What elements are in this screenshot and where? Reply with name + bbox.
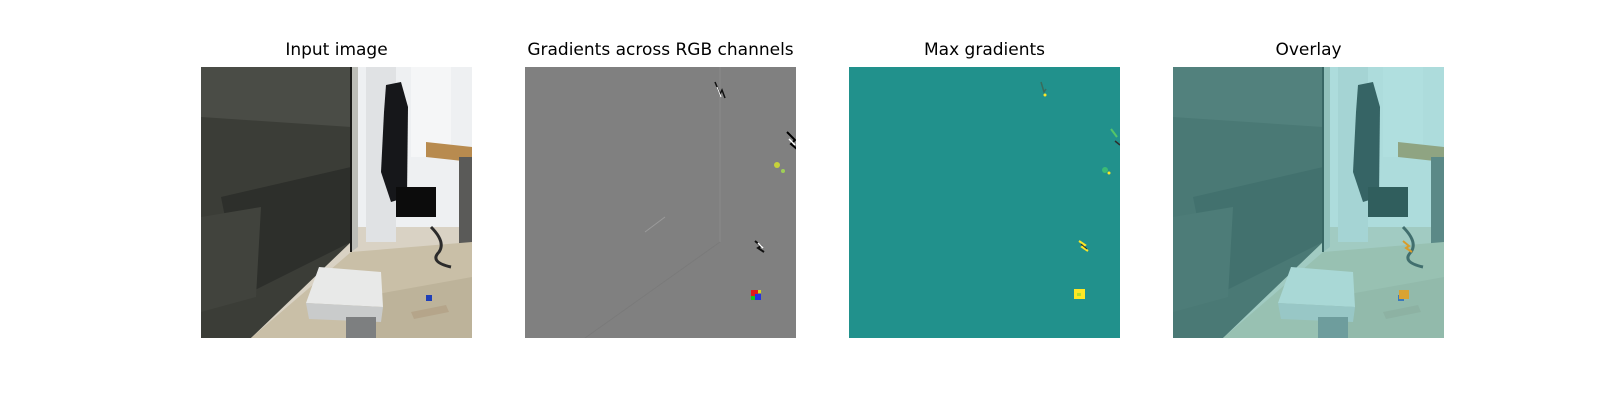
overlay-panel: Overlay bbox=[1173, 0, 1444, 400]
overlay-tint bbox=[1173, 67, 1444, 338]
input-image-panel: Input image bbox=[201, 0, 472, 400]
overlay-title: Overlay bbox=[1275, 40, 1342, 60]
overlay-image bbox=[1173, 67, 1444, 338]
rgb-gradients-title: Gradients across RGB channels bbox=[527, 40, 794, 60]
input-image bbox=[201, 67, 472, 338]
max-gradients-image bbox=[849, 67, 1120, 338]
rgb-gradients-image bbox=[525, 67, 796, 338]
max-gradients-panel: Max gradients bbox=[849, 0, 1120, 400]
rgb-gradients-panel: Gradients across RGB channels bbox=[525, 0, 796, 400]
max-gradients-title: Max gradients bbox=[923, 40, 1046, 60]
input-image-title: Input image bbox=[285, 40, 388, 60]
gradient-background bbox=[525, 67, 796, 338]
